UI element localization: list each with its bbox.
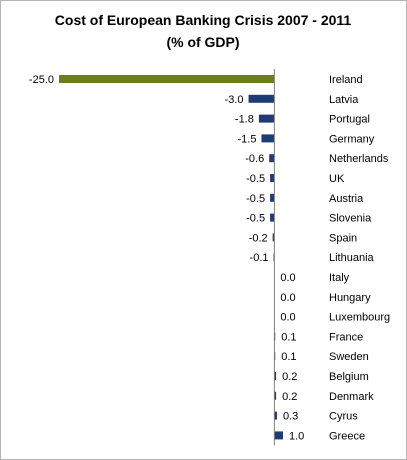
category-label-lithuania: Lithuania [329, 252, 375, 264]
bar-denmark [274, 391, 277, 400]
category-labels-group: Ireland Latvia Portugal Germany Netherlands U… [329, 74, 390, 442]
category-label-germany: Germany [329, 133, 375, 145]
bar-latvia [248, 94, 275, 103]
category-label-slovenia: Slovenia [329, 213, 372, 225]
category-label-france: France [329, 331, 363, 343]
chart-title-line-1: Cost of European Banking Crisis 2007 - 2… [55, 12, 352, 28]
bar-greece [274, 431, 283, 440]
value-label-spain: -0.2 [249, 232, 268, 244]
bar-belgium [274, 372, 277, 380]
category-label-luxembourg: Luxembourg [329, 312, 390, 324]
bar-spain [272, 233, 275, 242]
value-label-hungary: 0.0 [280, 292, 295, 304]
category-label-uk: UK [329, 173, 345, 185]
bar-ireland [59, 75, 275, 83]
value-label-italy: 0.0 [280, 272, 295, 284]
bars-group [59, 75, 283, 440]
bar-uk [270, 174, 275, 182]
category-label-austria: Austria [329, 193, 364, 205]
category-label-netherlands: Netherlands [329, 153, 389, 165]
category-label-greece: Greece [329, 430, 365, 442]
bar-portugal [258, 114, 275, 123]
bar-cyrus [274, 411, 277, 420]
value-label-lithuania: -0.1 [250, 252, 269, 264]
value-label-sweden: 0.1 [281, 351, 296, 363]
category-label-ireland: Ireland [329, 74, 363, 86]
value-label-france: 0.1 [281, 331, 296, 343]
value-label-denmark: 0.2 [282, 391, 297, 403]
category-label-hungary: Hungary [329, 292, 371, 304]
category-label-denmark: Denmark [329, 391, 374, 403]
bar-austria [270, 193, 275, 202]
category-label-spain: Spain [329, 232, 357, 244]
value-label-latvia: -3.0 [225, 94, 244, 106]
value-label-greece: 1.0 [289, 430, 304, 442]
value-label-portugal: -1.8 [235, 114, 254, 126]
value-label-ireland: -25.0 [29, 74, 54, 86]
value-label-uk: -0.5 [246, 173, 265, 185]
chart-title-line-2: (% of GDP) [166, 34, 239, 50]
bar-slovenia [270, 213, 275, 222]
value-label-belgium: 0.2 [282, 371, 297, 383]
bar-germany [261, 134, 275, 143]
bar-netherlands [269, 154, 275, 163]
category-label-sweden: Sweden [329, 351, 369, 363]
category-label-portugal: Portugal [329, 114, 370, 126]
value-label-germany: -1.5 [237, 133, 256, 145]
value-labels-group: -25.0 -3.0 -1.8 -1.5 -0.6 -0.5 -0.5 -0.5 -0.2 -0.… [29, 74, 304, 442]
value-label-slovenia: -0.5 [246, 213, 265, 225]
category-label-cyrus: Cyrus [329, 411, 358, 423]
category-label-italy: Italy [329, 272, 350, 284]
value-label-austria: -0.5 [246, 193, 265, 205]
value-label-netherlands: -0.6 [245, 153, 264, 165]
category-label-belgium: Belgium [329, 371, 369, 383]
value-label-cyrus: 0.3 [283, 411, 298, 423]
category-label-latvia: Latvia [329, 94, 359, 106]
value-label-luxembourg: 0.0 [280, 312, 295, 324]
